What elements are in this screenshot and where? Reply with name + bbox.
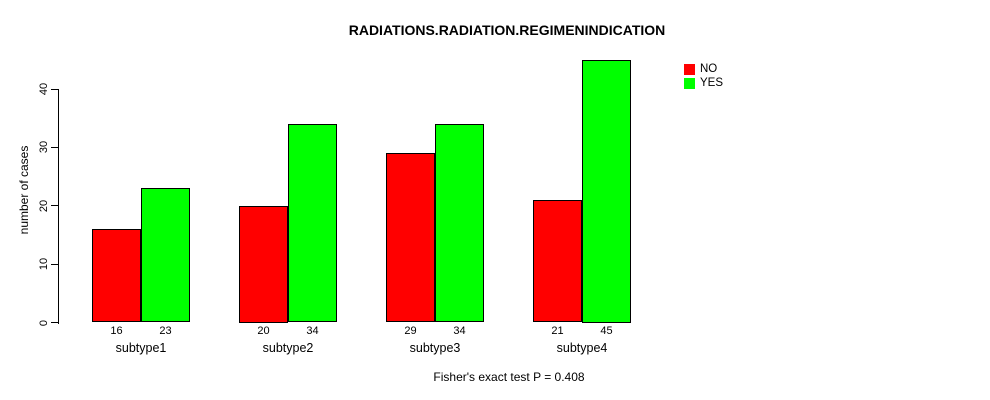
y-axis-line bbox=[58, 89, 59, 324]
bar-subtype2-no bbox=[239, 205, 288, 323]
legend-swatch-yes bbox=[684, 78, 695, 89]
bar-subtype3-no bbox=[386, 153, 435, 323]
chart-title: RADIATIONS.RADIATION.REGIMENINDICATION bbox=[348, 22, 666, 38]
y-tick-label: 10 bbox=[38, 258, 50, 271]
legend-item-no: NO bbox=[684, 63, 723, 76]
y-tick-label: 30 bbox=[38, 141, 50, 154]
y-tick-mark bbox=[51, 146, 59, 148]
bar-value-label: 21 bbox=[551, 325, 564, 337]
legend-item-yes: YES bbox=[684, 77, 723, 90]
y-tick-mark bbox=[51, 322, 59, 323]
y-tick-mark bbox=[51, 263, 59, 265]
bar-value-label: 34 bbox=[453, 325, 466, 337]
x-category-label-subtype1: subtype1 bbox=[115, 341, 167, 355]
bar-value-label: 34 bbox=[306, 325, 319, 337]
bar-subtype2-yes bbox=[288, 124, 337, 323]
bar-subtype4-no bbox=[533, 199, 582, 323]
y-tick-label: 40 bbox=[38, 82, 50, 96]
bar-value-label: 45 bbox=[600, 325, 613, 337]
legend-label: YES bbox=[700, 77, 724, 89]
x-category-label-subtype2: subtype2 bbox=[262, 341, 314, 355]
x-category-label-subtype3: subtype3 bbox=[409, 341, 461, 355]
y-tick-label: 0 bbox=[38, 319, 50, 326]
bar-value-label: 23 bbox=[159, 325, 172, 337]
y-axis-label: number of cases bbox=[17, 145, 31, 235]
legend: NO YES bbox=[684, 63, 723, 91]
bar-subtype1-yes bbox=[141, 188, 190, 323]
legend-swatch-no bbox=[684, 64, 695, 75]
bar-subtype4-yes bbox=[582, 59, 631, 323]
bar-value-label: 29 bbox=[404, 325, 417, 337]
annotation-fisher-test: Fisher's exact test P = 0.408 bbox=[433, 370, 585, 384]
legend-label: NO bbox=[700, 63, 718, 75]
bar-subtype3-yes bbox=[435, 124, 484, 323]
bar-subtype1-no bbox=[92, 229, 141, 323]
y-tick-label: 20 bbox=[38, 199, 50, 212]
y-tick-mark bbox=[51, 88, 59, 90]
bar-value-label: 16 bbox=[110, 325, 123, 337]
y-tick-mark bbox=[51, 205, 59, 207]
bar-value-label: 20 bbox=[257, 325, 270, 337]
x-category-label-subtype4: subtype4 bbox=[556, 341, 608, 355]
